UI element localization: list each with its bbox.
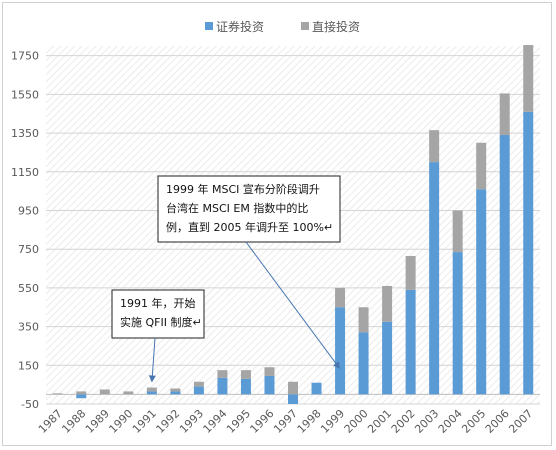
bar-segment: [76, 391, 87, 395]
x-tick-label: 1998: [295, 407, 324, 436]
x-tick-label: 2007: [506, 407, 535, 436]
bar-segment: [499, 93, 510, 136]
bar-segment: [288, 394, 298, 404]
bar-segment: [311, 382, 322, 395]
bar-segment: [52, 393, 63, 395]
bar-segment: [240, 370, 251, 379]
x-tick-label: 2001: [365, 407, 394, 436]
bar-segment: [288, 381, 298, 395]
bar-segment: [170, 391, 181, 395]
annotation-arrowhead: [148, 375, 156, 383]
bar-segment: [217, 370, 228, 378]
x-tick-label: 2003: [412, 407, 441, 436]
legend-label: 直接投资: [312, 19, 360, 34]
bar-segment: [123, 391, 134, 395]
x-tick-label: 2006: [483, 407, 512, 436]
bar-segment: [146, 391, 157, 395]
y-tick-label: 1550: [11, 88, 39, 101]
bars: [52, 45, 534, 404]
legend-swatch: [205, 22, 213, 30]
annotation-arrow: [245, 241, 338, 366]
y-tick-label: 750: [18, 243, 39, 256]
bar-segment: [193, 386, 204, 395]
y-tick-label: 150: [18, 359, 39, 372]
annotation-text: 1991 年，开始: [120, 296, 196, 310]
x-axis-ticks: 1987198819891990199119921993199419951996…: [36, 407, 535, 436]
bar-segment: [382, 321, 393, 395]
x-tick-label: 1996: [248, 407, 277, 436]
y-tick-label: -50: [21, 398, 39, 411]
bar-segment: [146, 387, 157, 392]
x-tick-label: 1997: [271, 407, 300, 436]
y-axis-ticks: -50 150 350 550 750 950 1150 1350 1550 1750: [11, 50, 39, 411]
x-tick-label: 1993: [177, 407, 206, 436]
bar-segment: [240, 378, 251, 395]
bar-segment: [476, 189, 487, 395]
bar-segment: [193, 381, 204, 387]
x-tick-label: 1999: [318, 407, 347, 436]
legend-swatch: [301, 22, 309, 30]
bar-segment: [476, 142, 487, 190]
x-tick-label: 1990: [106, 407, 135, 436]
x-tick-label: 1995: [224, 407, 253, 436]
bar-segment: [264, 375, 275, 395]
annotation-text: 台湾在 MSCI EM 指数中的比: [166, 201, 308, 215]
x-tick-label: 2005: [459, 407, 488, 436]
bar-segment: [405, 255, 416, 290]
bar-segment: [499, 135, 510, 395]
x-tick-label: 2002: [389, 407, 418, 436]
y-tick-label: 1150: [11, 166, 39, 179]
bar-segment: [523, 45, 534, 112]
annotation-text: 实施 QFII 制度↵: [120, 315, 202, 329]
bar-segment: [358, 332, 369, 395]
annotation-box: [157, 175, 341, 243]
x-tick-label: 2004: [436, 407, 465, 436]
x-tick-label: 1989: [83, 407, 112, 436]
annotation-box: [111, 289, 205, 339]
bar-segment: [452, 210, 463, 253]
x-tick-label: 1994: [201, 407, 230, 436]
legend-label: 证券投资: [216, 19, 264, 34]
bar-segment: [523, 111, 534, 395]
bar-segment: [429, 130, 440, 163]
y-tick-label: 1750: [11, 50, 39, 63]
x-tick-label: 2000: [342, 407, 371, 436]
y-tick-label: 350: [18, 321, 39, 334]
bar-segment: [429, 162, 440, 395]
bar-segment: [452, 252, 463, 395]
x-tick-label: 1991: [130, 407, 159, 436]
y-tick-label: 1350: [11, 127, 39, 140]
x-tick-label: 1992: [154, 407, 183, 436]
bar-segment: [99, 389, 110, 395]
y-tick-label: 950: [18, 204, 39, 217]
bar-segment: [170, 388, 181, 392]
annotation-text: 例，直到 2005 年调升至 100%↵: [166, 220, 333, 234]
bar-segment: [382, 285, 393, 322]
bar-segment: [335, 307, 346, 395]
bar-segment: [76, 394, 87, 399]
y-tick-label: 550: [18, 282, 39, 295]
annotation-arrow: [151, 337, 156, 378]
annotation-text: 1999 年 MSCI 宣布分阶段调升: [166, 182, 320, 196]
bar-segment: [358, 307, 369, 333]
bar-segment: [217, 377, 228, 395]
annotation-arrowhead: [333, 361, 341, 369]
bar-segment: [405, 289, 416, 395]
bar-segment: [335, 287, 346, 308]
bar-segment: [264, 367, 275, 376]
x-tick-label: 1987: [36, 407, 65, 436]
legend: 证券投资 直接投资: [205, 19, 360, 34]
x-tick-label: 1988: [59, 407, 88, 436]
